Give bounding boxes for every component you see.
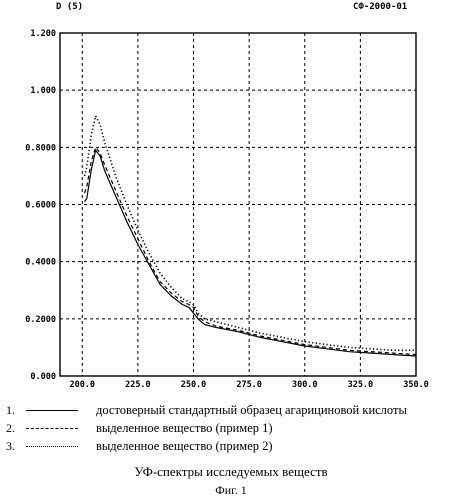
y-tick-label: 1.200 [30,29,56,39]
x-tick-label: 300.0 [292,380,318,390]
grid [60,33,416,376]
y-tick-label: 0.2000 [25,315,56,325]
x-axis-ticks: 200.0 225.0 250.0 275.0 300.0 325.0 350.0 [69,380,428,390]
series-group [85,116,417,356]
y-tick-label: 0.4000 [25,258,56,268]
legend-number: 1. [6,403,15,418]
legend-label: достоверный стандартный образец агарицин… [96,403,407,418]
x-tick-label: 200.0 [69,380,95,390]
legend-solid-line-icon [26,410,78,411]
header-right-label: СФ-2000-01 [353,2,407,12]
legend-item-2: 2. выделенное вещество (пример 1) [0,421,462,438]
legend-label: выделенное вещество (пример 2) [96,439,273,454]
legend-item-3: 3. выделенное вещество (пример 2) [0,439,462,456]
legend-number: 3. [6,439,15,454]
series-line-2 [85,147,417,354]
y-tick-label: 0.8000 [25,143,56,153]
x-tick-label: 275.0 [236,380,262,390]
figure-caption: УФ-спектры исследуемых веществ [0,464,462,480]
uv-spectra-chart: D (5) СФ-2000-01 0.000 0.2000 0.4000 0.6000… [0,0,462,400]
x-tick-label: 250.0 [181,380,207,390]
legend-number: 2. [6,421,15,436]
legend-dotted-line-icon [26,446,78,447]
x-tick-label: 325.0 [348,380,374,390]
y-tick-label: 1.000 [30,86,56,96]
series-line-1 [85,150,417,356]
header-left-label: D (5) [56,2,83,12]
y-axis-ticks: 0.000 0.2000 0.4000 0.6000 0.8000 1.000 1.200 [25,29,56,382]
series-line-3 [85,116,417,350]
legend-item-1: 1. достоверный стандартный образец агари… [0,403,462,420]
x-tick-label: 350.0 [403,380,429,390]
legend-dashed-line-icon [26,428,78,429]
figure-number: Фиг. 1 [0,483,462,498]
legend: 1. достоверный стандартный образец агари… [0,403,462,463]
legend-label: выделенное вещество (пример 1) [96,421,273,436]
y-tick-label: 0.000 [30,372,56,382]
y-tick-label: 0.6000 [25,201,56,211]
x-tick-label: 225.0 [125,380,151,390]
